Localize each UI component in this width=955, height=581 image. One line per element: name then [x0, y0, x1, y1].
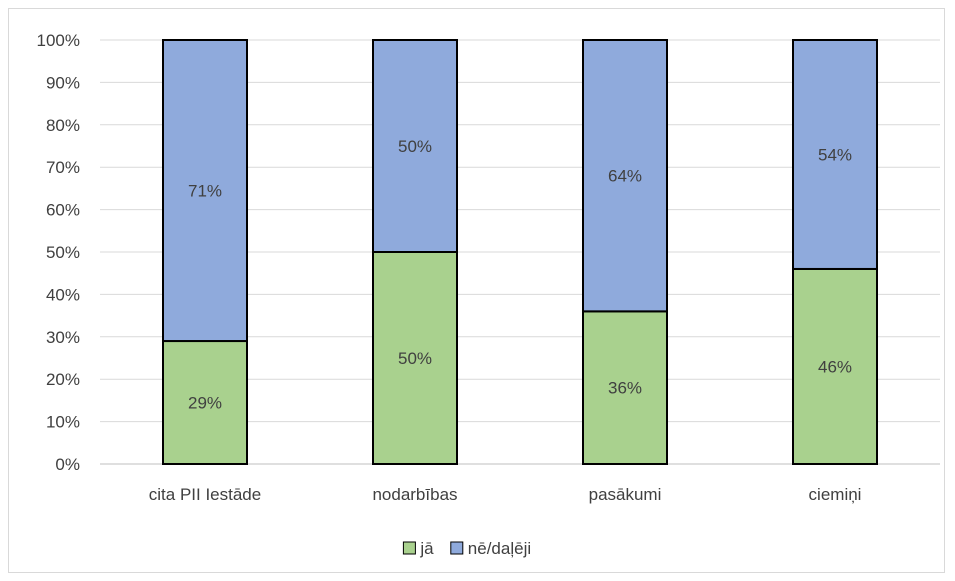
bars	[162, 39, 878, 466]
bar-segment	[162, 340, 248, 466]
y-tick-label: 40%	[46, 285, 80, 304]
x-axis-categories: cita PII Iestāde nodarbības pasākumi ciemiņ…	[149, 485, 862, 504]
data-label: 29%	[188, 394, 222, 413]
data-label: 50%	[398, 137, 432, 156]
data-label: 46%	[818, 357, 852, 376]
y-tick-label: 10%	[46, 413, 80, 432]
bar-segment	[162, 39, 248, 343]
legend-swatch	[402, 541, 416, 555]
data-label: 64%	[608, 167, 642, 186]
y-tick-label: 70%	[46, 158, 80, 177]
bar-segment	[582, 39, 668, 313]
legend: jā nē/daļēji	[402, 539, 531, 558]
legend-swatch	[450, 541, 464, 555]
legend-label: jā	[419, 539, 434, 558]
y-tick-label: 50%	[46, 243, 80, 262]
x-tick-label: cita PII Iestāde	[149, 485, 261, 504]
data-labels: 29% 71% 50% 50% 36% 64% 46% 54%	[188, 137, 852, 413]
bar-segment	[372, 39, 458, 253]
bar-segment	[372, 251, 458, 465]
x-tick-label: pasākumi	[589, 485, 662, 504]
y-tick-label: 90%	[46, 73, 80, 92]
bar-segment	[792, 39, 878, 270]
legend-label: nē/daļēji	[468, 539, 531, 558]
y-tick-label: 60%	[46, 201, 80, 220]
y-axis-ticks: 0% 10% 20% 30% 40% 50% 60% 70% 80% 90% 100%	[37, 31, 80, 474]
y-tick-label: 20%	[46, 370, 80, 389]
x-tick-label: nodarbības	[372, 485, 457, 504]
data-label: 50%	[398, 349, 432, 368]
data-label: 54%	[818, 145, 852, 164]
data-label: 36%	[608, 379, 642, 398]
y-tick-label: 80%	[46, 116, 80, 135]
y-tick-label: 0%	[55, 455, 80, 474]
y-tick-label: 30%	[46, 328, 80, 347]
y-tick-label: 100%	[37, 31, 80, 50]
x-tick-label: ciemiņi	[809, 485, 862, 504]
data-label: 71%	[188, 182, 222, 201]
